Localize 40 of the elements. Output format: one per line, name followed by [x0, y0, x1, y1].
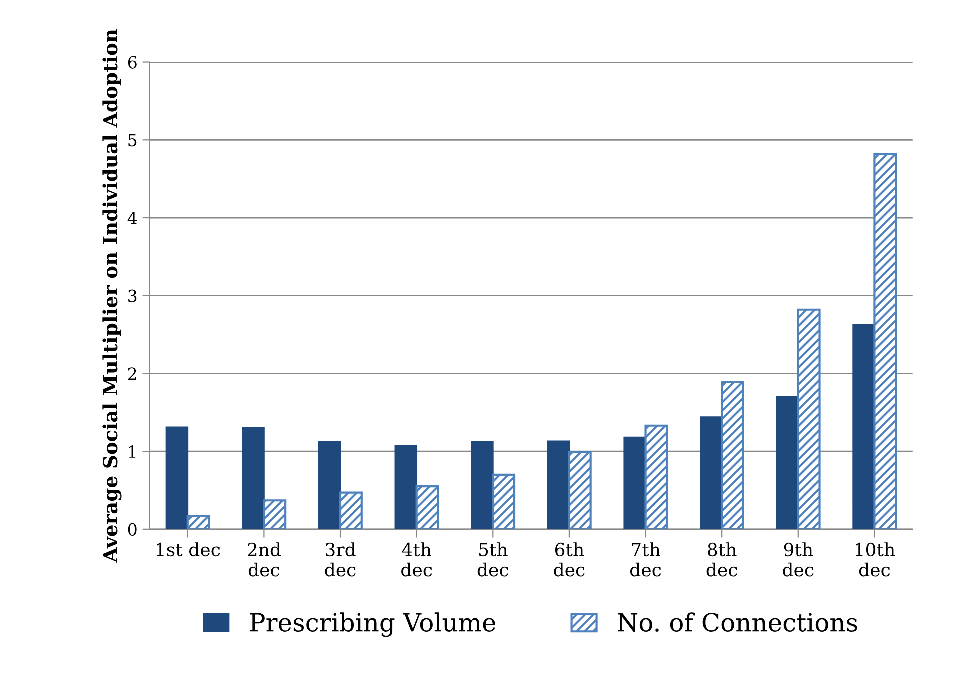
y-tick-label: 4: [128, 212, 138, 224]
bar: [797, 308, 821, 530]
bar: [318, 442, 342, 530]
bar: [242, 428, 265, 530]
bar: [394, 445, 418, 530]
x-tick-label: 1st dec: [157, 542, 220, 557]
bar: [776, 396, 800, 530]
bar: [547, 440, 570, 530]
legend-label: Prescribing Volume: [250, 612, 496, 638]
bar: [492, 474, 516, 530]
bar: [339, 492, 363, 530]
bar: [700, 416, 723, 530]
bar: [166, 426, 189, 530]
x-tick-label: 6th dec: [554, 542, 585, 577]
x-tick-label: 10th dec: [856, 542, 896, 577]
bar: [186, 515, 210, 530]
bar: [644, 424, 668, 530]
x-tick-label: 9th dec: [783, 542, 814, 577]
bar: [852, 324, 876, 530]
x-tick-label: 3rd dec: [325, 542, 356, 577]
x-tick-label: 8th dec: [706, 542, 738, 577]
x-tick-label: 7th dec: [630, 542, 662, 577]
bar: [874, 153, 898, 530]
bar: [471, 442, 494, 530]
y-tick-label: 0: [128, 523, 137, 536]
bar: [568, 451, 592, 530]
x-tick-label: 5th dec: [478, 542, 508, 577]
y-tick-label: 1: [129, 446, 136, 458]
y-tick-label: 5: [128, 134, 137, 147]
x-tick-label: 4th dec: [402, 542, 432, 577]
x-tick-label: 2nd dec: [248, 542, 282, 577]
legend-label: No. of Connections: [618, 612, 858, 632]
y-tick-label: 2: [128, 368, 136, 380]
y-axis-title: Average Social Multiplier on Individual Adoption: [102, 29, 122, 563]
y-tick-label: 3: [128, 290, 137, 302]
bar: [416, 486, 440, 530]
bar: [624, 436, 646, 530]
bar: [721, 381, 744, 530]
bar: [263, 500, 287, 530]
y-tick-label: 6: [128, 56, 137, 69]
